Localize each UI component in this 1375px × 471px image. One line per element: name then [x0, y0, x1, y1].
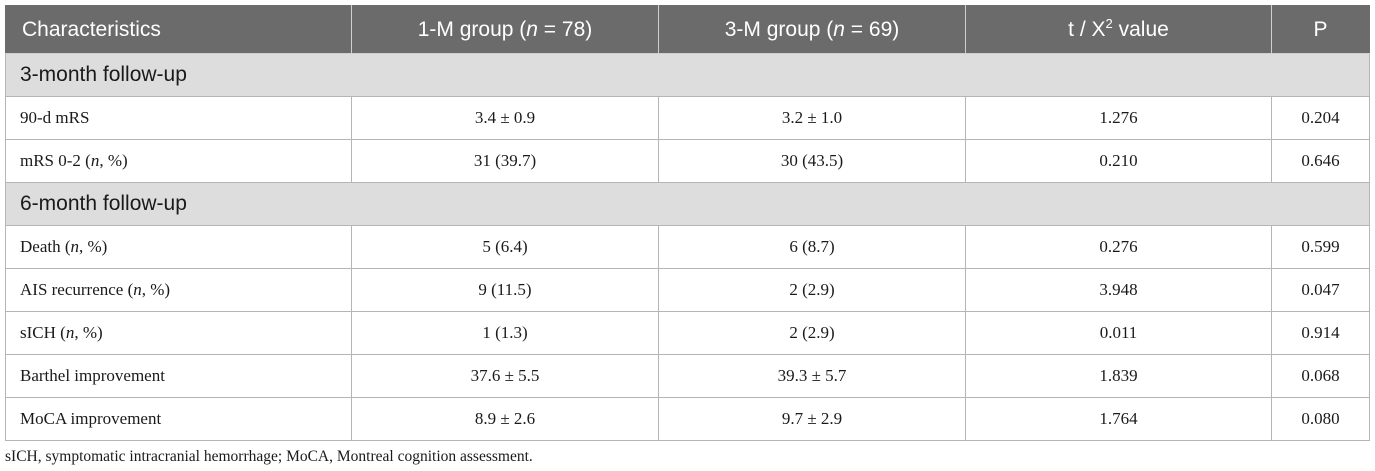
cell-statistic: 0.276 — [965, 225, 1272, 269]
table-row: sICH (n, %) 1 (1.3) 2 (2.9) 0.011 0.914 — [5, 311, 1370, 355]
cell-p-value: 0.599 — [1271, 225, 1370, 269]
cell-3m-group: 6 (8.7) — [658, 225, 966, 269]
cell-statistic: 1.764 — [965, 397, 1272, 441]
table-row: AIS recurrence (n, %) 9 (11.5) 2 (2.9) 3… — [5, 268, 1370, 312]
cell-statistic: 0.011 — [965, 311, 1272, 355]
cell-statistic: 0.210 — [965, 139, 1272, 183]
cell-statistic: 3.948 — [965, 268, 1272, 312]
row-label: AIS recurrence (n, %) — [5, 268, 352, 312]
results-table-container: Characteristics 1-M group (n = 78) 3-M g… — [5, 5, 1370, 441]
cell-3m-group: 3.2 ± 1.0 — [658, 96, 966, 140]
section-title: 6-month follow-up — [5, 182, 1370, 226]
results-table: Characteristics 1-M group (n = 78) 3-M g… — [5, 5, 1370, 441]
section-row-3-month: 3-month follow-up — [5, 53, 1370, 97]
table-row: mRS 0-2 (n, %) 31 (39.7) 30 (43.5) 0.210… — [5, 139, 1370, 183]
cell-3m-group: 2 (2.9) — [658, 268, 966, 312]
cell-1m-group: 9 (11.5) — [351, 268, 659, 312]
row-label: Barthel improvement — [5, 354, 352, 398]
header-p-value: P — [1271, 5, 1370, 54]
table-row: MoCA improvement 8.9 ± 2.6 9.7 ± 2.9 1.7… — [5, 397, 1370, 441]
table-footnote: sICH, symptomatic intracranial hemorrhag… — [5, 448, 533, 465]
cell-p-value: 0.047 — [1271, 268, 1370, 312]
cell-p-value: 0.914 — [1271, 311, 1370, 355]
cell-3m-group: 30 (43.5) — [658, 139, 966, 183]
cell-statistic: 1.276 — [965, 96, 1272, 140]
cell-1m-group: 31 (39.7) — [351, 139, 659, 183]
cell-1m-group: 5 (6.4) — [351, 225, 659, 269]
cell-p-value: 0.068 — [1271, 354, 1370, 398]
cell-p-value: 0.080 — [1271, 397, 1370, 441]
row-label: 90-d mRS — [5, 96, 352, 140]
cell-1m-group: 1 (1.3) — [351, 311, 659, 355]
cell-1m-group: 3.4 ± 0.9 — [351, 96, 659, 140]
table-header-row: Characteristics 1-M group (n = 78) 3-M g… — [5, 5, 1370, 54]
row-label: sICH (n, %) — [5, 311, 352, 355]
cell-p-value: 0.204 — [1271, 96, 1370, 140]
header-characteristics: Characteristics — [5, 5, 352, 54]
table-row: Barthel improvement 37.6 ± 5.5 39.3 ± 5.… — [5, 354, 1370, 398]
header-1m-group: 1-M group (n = 78) — [351, 5, 659, 54]
row-label: Death (n, %) — [5, 225, 352, 269]
cell-1m-group: 37.6 ± 5.5 — [351, 354, 659, 398]
cell-3m-group: 9.7 ± 2.9 — [658, 397, 966, 441]
section-title: 3-month follow-up — [5, 53, 1370, 97]
header-3m-group: 3-M group (n = 69) — [658, 5, 966, 54]
table-row: Death (n, %) 5 (6.4) 6 (8.7) 0.276 0.599 — [5, 225, 1370, 269]
cell-p-value: 0.646 — [1271, 139, 1370, 183]
header-statistic: t / X2 value — [965, 5, 1272, 54]
cell-3m-group: 39.3 ± 5.7 — [658, 354, 966, 398]
section-row-6-month: 6-month follow-up — [5, 182, 1370, 226]
table-row: 90-d mRS 3.4 ± 0.9 3.2 ± 1.0 1.276 0.204 — [5, 96, 1370, 140]
cell-1m-group: 8.9 ± 2.6 — [351, 397, 659, 441]
cell-statistic: 1.839 — [965, 354, 1272, 398]
row-label: MoCA improvement — [5, 397, 352, 441]
cell-3m-group: 2 (2.9) — [658, 311, 966, 355]
row-label: mRS 0-2 (n, %) — [5, 139, 352, 183]
